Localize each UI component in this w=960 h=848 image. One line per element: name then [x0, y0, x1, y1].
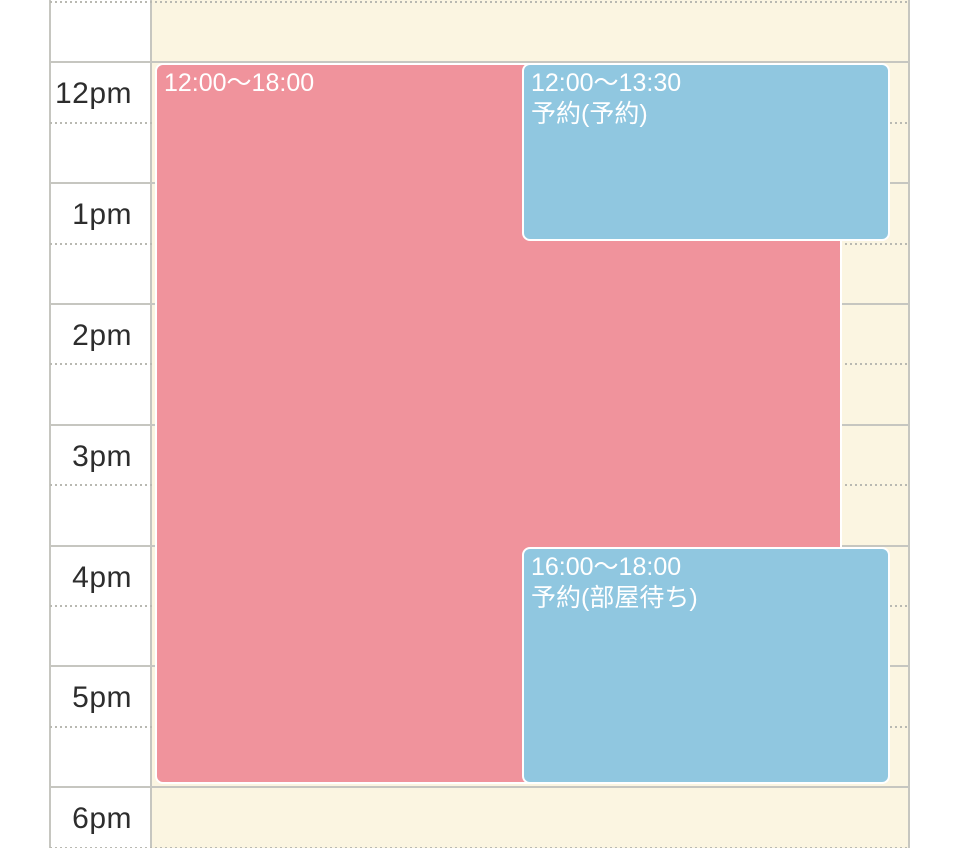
- hour-label-1pm: 1pm: [72, 198, 132, 232]
- hour-line: [50, 786, 910, 789]
- event-reservation-1[interactable]: 12:00〜13:30 予約(予約): [522, 63, 890, 241]
- hour-label-6pm: 6pm: [72, 802, 132, 836]
- hour-label-3pm: 3pm: [72, 439, 132, 473]
- hour-label-2pm: 2pm: [72, 319, 132, 352]
- event-time-range: 12:00〜18:00: [164, 69, 315, 98]
- event-time-range: 12:00〜13:30: [531, 69, 682, 98]
- half-hour-dotted-line: [50, 1, 910, 3]
- event-title: 予約(部屋待ち): [531, 583, 698, 612]
- hour-label-5pm: 5pm: [72, 681, 132, 715]
- hour-label-4pm: 4pm: [72, 560, 132, 594]
- event-title: 予約(予約): [531, 100, 648, 129]
- event-reservation-2[interactable]: 16:00〜18:00 予約(部屋待ち): [522, 546, 890, 785]
- hour-line: [50, 61, 910, 64]
- half-hour-dotted-line: [50, 846, 910, 848]
- hour-label-12pm: 12pm: [54, 77, 132, 111]
- event-time-range: 16:00〜18:00: [531, 552, 682, 581]
